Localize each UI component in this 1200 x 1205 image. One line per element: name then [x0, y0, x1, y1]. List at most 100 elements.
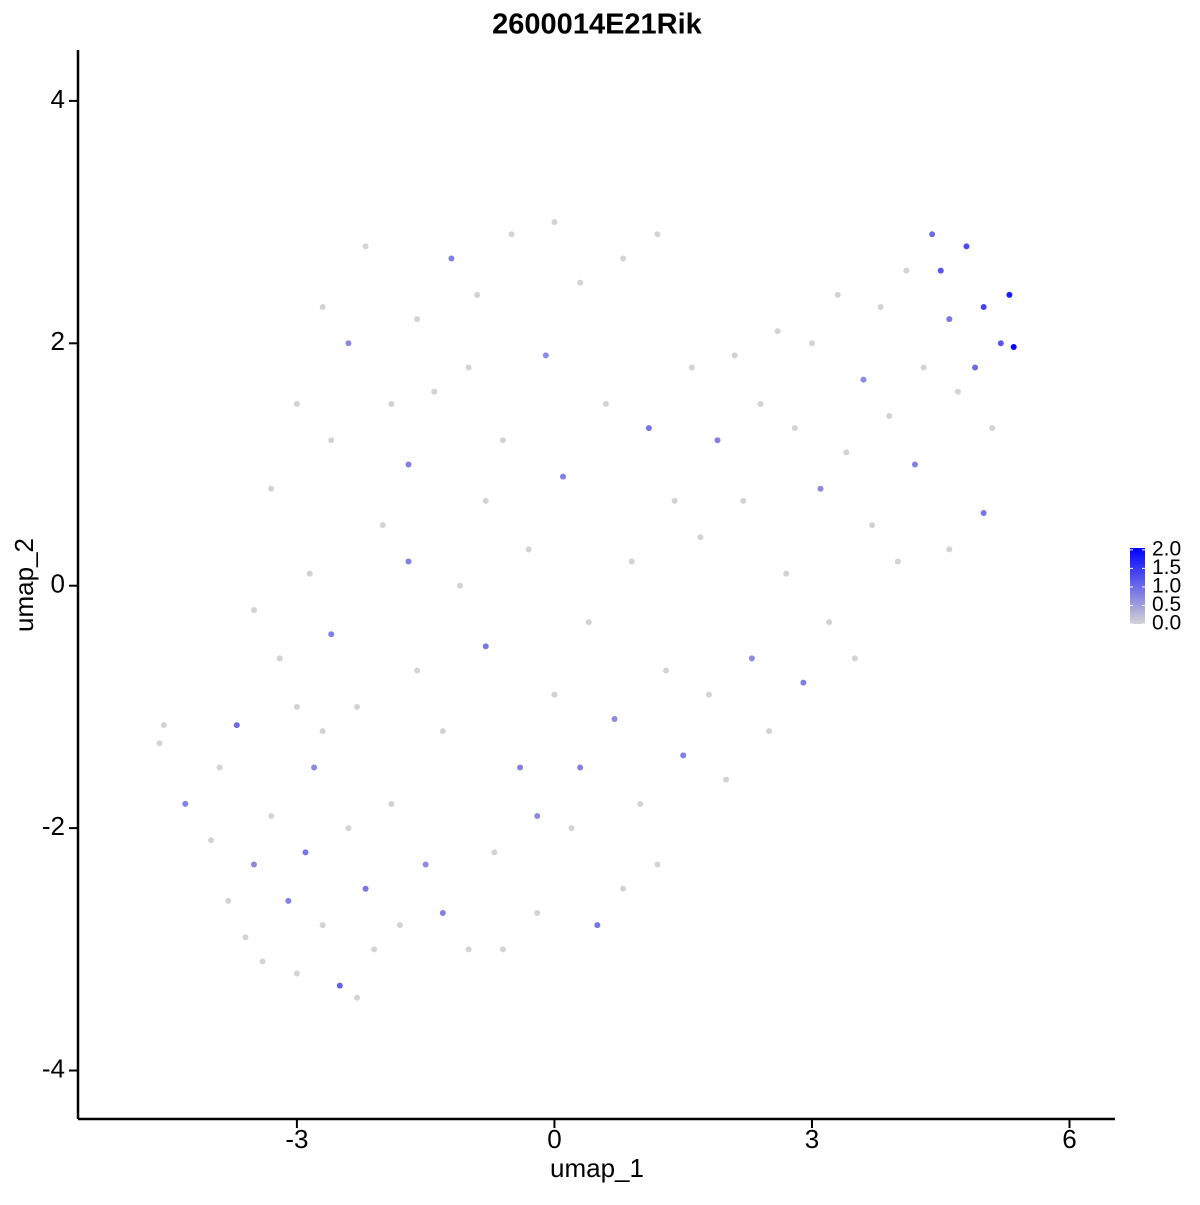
point	[431, 388, 438, 395]
point	[989, 425, 996, 432]
point	[826, 619, 833, 626]
point	[285, 897, 292, 904]
x-tick-label: -3	[285, 1124, 308, 1154]
point	[997, 340, 1004, 347]
point	[499, 437, 506, 444]
y-tick-label: -4	[42, 1053, 65, 1083]
point	[225, 897, 232, 904]
point	[216, 764, 223, 771]
point	[748, 655, 755, 662]
colorbar-label: 0.5	[1152, 593, 1181, 616]
point	[328, 631, 335, 638]
point	[620, 885, 627, 892]
point	[345, 825, 352, 832]
point	[371, 946, 378, 953]
point	[894, 558, 901, 565]
point	[156, 740, 163, 747]
point	[268, 812, 275, 819]
y-tick-label: 2	[51, 326, 65, 356]
point	[439, 728, 446, 735]
point	[259, 958, 266, 965]
point	[482, 643, 489, 650]
point	[645, 425, 652, 432]
point	[671, 497, 678, 504]
colorbar-label: 0.0	[1152, 612, 1181, 635]
point	[714, 437, 721, 444]
point	[160, 722, 167, 729]
point	[302, 849, 309, 856]
point	[705, 691, 712, 698]
point	[388, 800, 395, 807]
point	[688, 364, 695, 371]
point	[594, 922, 601, 929]
point	[731, 352, 738, 359]
point	[293, 400, 300, 407]
point	[980, 509, 987, 516]
point	[233, 722, 240, 729]
point	[808, 340, 815, 347]
point	[353, 994, 360, 1001]
point	[628, 558, 635, 565]
point	[465, 946, 472, 953]
point	[774, 328, 781, 335]
point	[534, 909, 541, 916]
point	[697, 534, 704, 541]
point	[817, 485, 824, 492]
point	[306, 570, 313, 577]
point	[860, 376, 867, 383]
x-tick-label: 6	[1062, 1124, 1076, 1154]
point	[577, 279, 584, 286]
point	[929, 231, 936, 238]
point	[602, 400, 609, 407]
point	[723, 776, 730, 783]
chart-title: 2600014E21Rik	[492, 9, 702, 41]
point	[311, 764, 318, 771]
point	[946, 316, 953, 323]
y-axis-label: umap_2	[9, 538, 39, 632]
point	[242, 934, 249, 941]
point	[1010, 343, 1017, 350]
point	[920, 364, 927, 371]
point	[319, 728, 326, 735]
point	[405, 461, 412, 468]
point	[783, 570, 790, 577]
point	[954, 388, 961, 395]
point	[766, 728, 773, 735]
point	[525, 546, 532, 553]
point	[250, 606, 257, 613]
point	[654, 231, 661, 238]
point	[869, 522, 876, 529]
point	[963, 243, 970, 250]
point	[1006, 291, 1013, 298]
point	[851, 655, 858, 662]
point	[414, 667, 421, 674]
point	[491, 849, 498, 856]
point	[946, 546, 953, 553]
colorbar	[1130, 548, 1145, 624]
point	[328, 437, 335, 444]
point	[345, 340, 352, 347]
point	[886, 413, 893, 420]
point	[362, 243, 369, 250]
point	[517, 764, 524, 771]
point	[457, 582, 464, 589]
point	[903, 267, 910, 274]
colorbar-label: 1.5	[1152, 556, 1181, 579]
point	[654, 861, 661, 868]
point	[551, 219, 558, 226]
point	[937, 267, 944, 274]
point	[250, 861, 257, 868]
x-tick-label: 0	[547, 1124, 561, 1154]
point	[577, 764, 584, 771]
point	[800, 679, 807, 686]
point	[611, 716, 618, 723]
point	[680, 752, 687, 759]
point	[422, 861, 429, 868]
point	[482, 497, 489, 504]
point	[560, 473, 567, 480]
point	[474, 291, 481, 298]
point	[388, 400, 395, 407]
colorbar-label: 1.0	[1152, 574, 1181, 597]
point	[757, 400, 764, 407]
